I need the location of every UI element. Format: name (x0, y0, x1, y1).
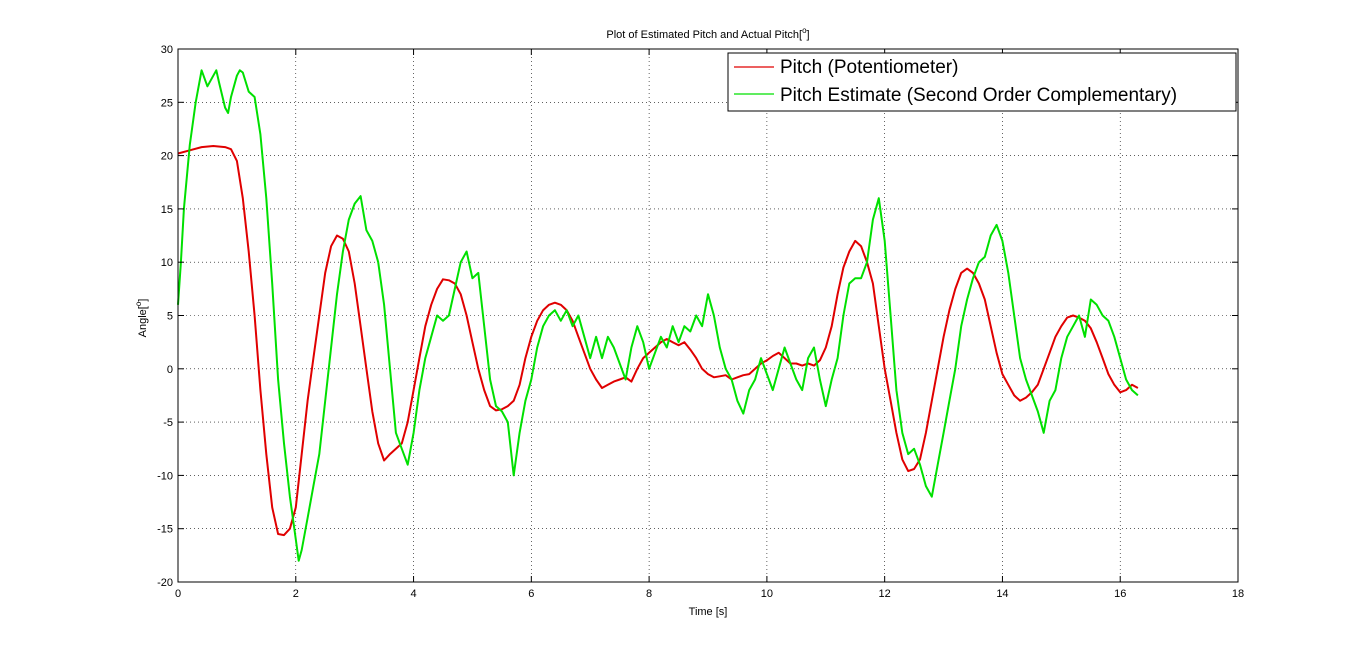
y-tick-label: 20 (161, 151, 173, 163)
y-tick-label: 10 (161, 257, 173, 269)
y-tick-label: -15 (157, 524, 173, 536)
x-tick-label: 14 (996, 588, 1008, 600)
x-tick-label: 18 (1232, 588, 1244, 600)
x-tick-label: 8 (646, 588, 652, 600)
y-tick-label: -10 (157, 470, 173, 482)
y-tick-label: 5 (167, 311, 173, 323)
x-tick-label: 6 (528, 588, 534, 600)
x-tick-label: 16 (1114, 588, 1126, 600)
y-tick-label: 25 (161, 97, 173, 109)
y-tick-label: -5 (163, 417, 173, 429)
y-tick-label: 15 (161, 204, 173, 216)
grid (178, 49, 1238, 582)
x-tick-label: 10 (761, 588, 773, 600)
x-tick-label: 0 (175, 588, 181, 600)
ticks: 0 2 4 6 8 10 12 14 16 18 -20 -15 -10 -5 0 5 10 15 20 25 30 (157, 44, 1244, 600)
y-tick-label: 30 (161, 44, 173, 56)
series-line-estimate (177, 69, 1139, 562)
legend-box (727, 52, 1237, 112)
legend: Pitch (Potentiometer) Pitch Estimate (Se… (727, 52, 1237, 112)
x-axis-label: Time [s] (689, 606, 728, 618)
x-tick-label: 2 (293, 588, 299, 600)
y-axis-label: Angle[o] (134, 299, 149, 338)
x-tick-label: 4 (410, 588, 416, 600)
series-line-potentiometer (177, 145, 1139, 537)
legend-label-potentiometer: Pitch (Potentiometer) (780, 57, 958, 78)
y-tick-label: -20 (157, 577, 173, 589)
chart-title: Plot of Estimated Pitch and Actual Pitch… (606, 26, 809, 41)
plot-lines (177, 69, 1139, 562)
x-tick-label: 12 (879, 588, 891, 600)
y-tick-label: 0 (167, 364, 173, 376)
legend-label-estimate: Pitch Estimate (Second Order Complementa… (780, 85, 1177, 106)
